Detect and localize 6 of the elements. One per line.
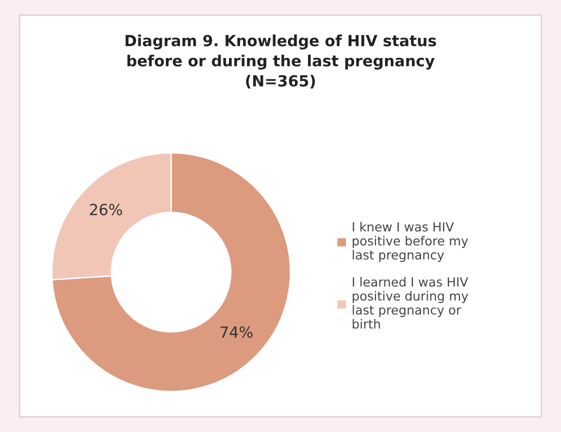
data-label: 74% [220,326,252,338]
legend-label: I learned I was HIV positive during my last pregnancy or birth [352,276,468,329]
chart-title: Diagram 9. Knowledge of HIV status before or during the last pregnancy (N=365) [126,34,436,88]
donut-slice [51,152,292,392]
legend-label: I knew I was HIV positive before my last pregnancy [352,222,468,262]
data-label: 26% [90,204,122,216]
